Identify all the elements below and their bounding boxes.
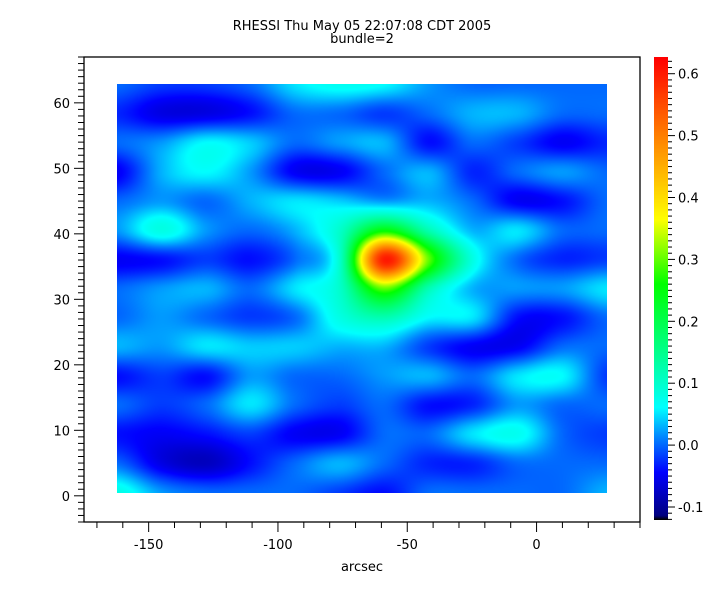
x-tick-label: -150 — [134, 538, 164, 553]
colorbar-tick-label: 0.0 — [678, 439, 699, 454]
colorbar-tick-label: 0.1 — [678, 377, 699, 392]
y-tick-label: 30 — [53, 293, 70, 308]
colorbar-tick-label: 0.5 — [678, 130, 699, 145]
x-tick-label: -50 — [397, 538, 418, 553]
y-tick-label: 50 — [53, 162, 70, 177]
y-tick-label: 0 — [62, 490, 70, 505]
y-tick-label: 10 — [53, 424, 70, 439]
colorbar-ticks: -0.1 0.0 0.1 0.2 0.3 0.4 0.5 0.6 — [668, 60, 703, 520]
y-axis-ticks: 0 10 20 30 40 50 60 — [53, 56, 84, 523]
y-tick-label: 40 — [53, 228, 70, 243]
y-tick-label: 20 — [53, 359, 70, 374]
x-tick-label: -100 — [263, 538, 293, 553]
chart-subtitle: bundle=2 — [330, 32, 394, 47]
x-axis-ticks: -150 -100 -50 0 — [96, 522, 641, 553]
y-tick-label: 60 — [53, 97, 70, 112]
chart-title: RHESSI Thu May 05 22:07:08 CDT 2005 — [232, 19, 492, 34]
x-axis-label: arcsec — [341, 560, 383, 575]
colorbar-tick-label: 0.4 — [678, 192, 699, 207]
colorbar-tick-label: 0.2 — [678, 315, 699, 330]
colorbar-tick-label: -0.1 — [678, 501, 703, 516]
plot-frame — [83, 56, 641, 523]
x-tick-label: 0 — [532, 538, 540, 553]
colorbar-tick-label: 0.6 — [678, 68, 699, 83]
heatmap-image — [117, 84, 607, 493]
colorbar-tick-label: 0.3 — [678, 253, 699, 268]
colorbar — [654, 57, 668, 520]
